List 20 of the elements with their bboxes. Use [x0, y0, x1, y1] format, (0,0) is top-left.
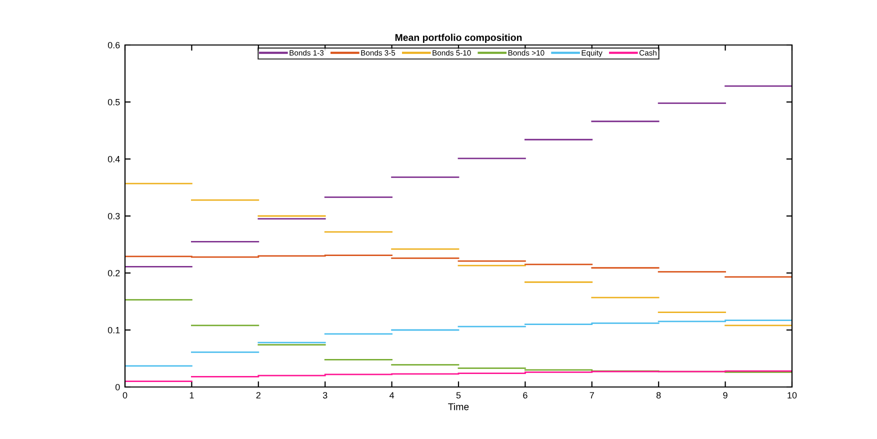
y-tick-label: 0.2 — [108, 270, 120, 276]
y-tick-label: 0.4 — [108, 156, 120, 162]
y-tick-label: 0.5 — [108, 98, 120, 106]
x-axis-title: Time — [448, 403, 469, 410]
x-tick-label: 9 — [723, 392, 728, 398]
x-tick-label: 4 — [389, 392, 394, 398]
x-tick-label: 6 — [523, 392, 528, 398]
x-tick-label: 8 — [656, 392, 661, 398]
x-tick-label: 7 — [590, 392, 594, 398]
chart-title: Mean portfolio composition — [395, 34, 522, 43]
x-tick-label: 2 — [256, 392, 260, 398]
y-tick-label: 0.6 — [108, 42, 120, 48]
x-tick-label: 1 — [190, 392, 194, 398]
y-tick-label: 0.1 — [108, 326, 120, 334]
y-tick-label: 0.3 — [108, 212, 120, 220]
x-tick-label: 10 — [788, 392, 797, 398]
x-tick-label: 3 — [322, 392, 328, 398]
y-tick-label: 0 — [115, 384, 120, 390]
x-tick-label: 5 — [456, 392, 461, 398]
x-tick-label: 0 — [122, 392, 128, 398]
